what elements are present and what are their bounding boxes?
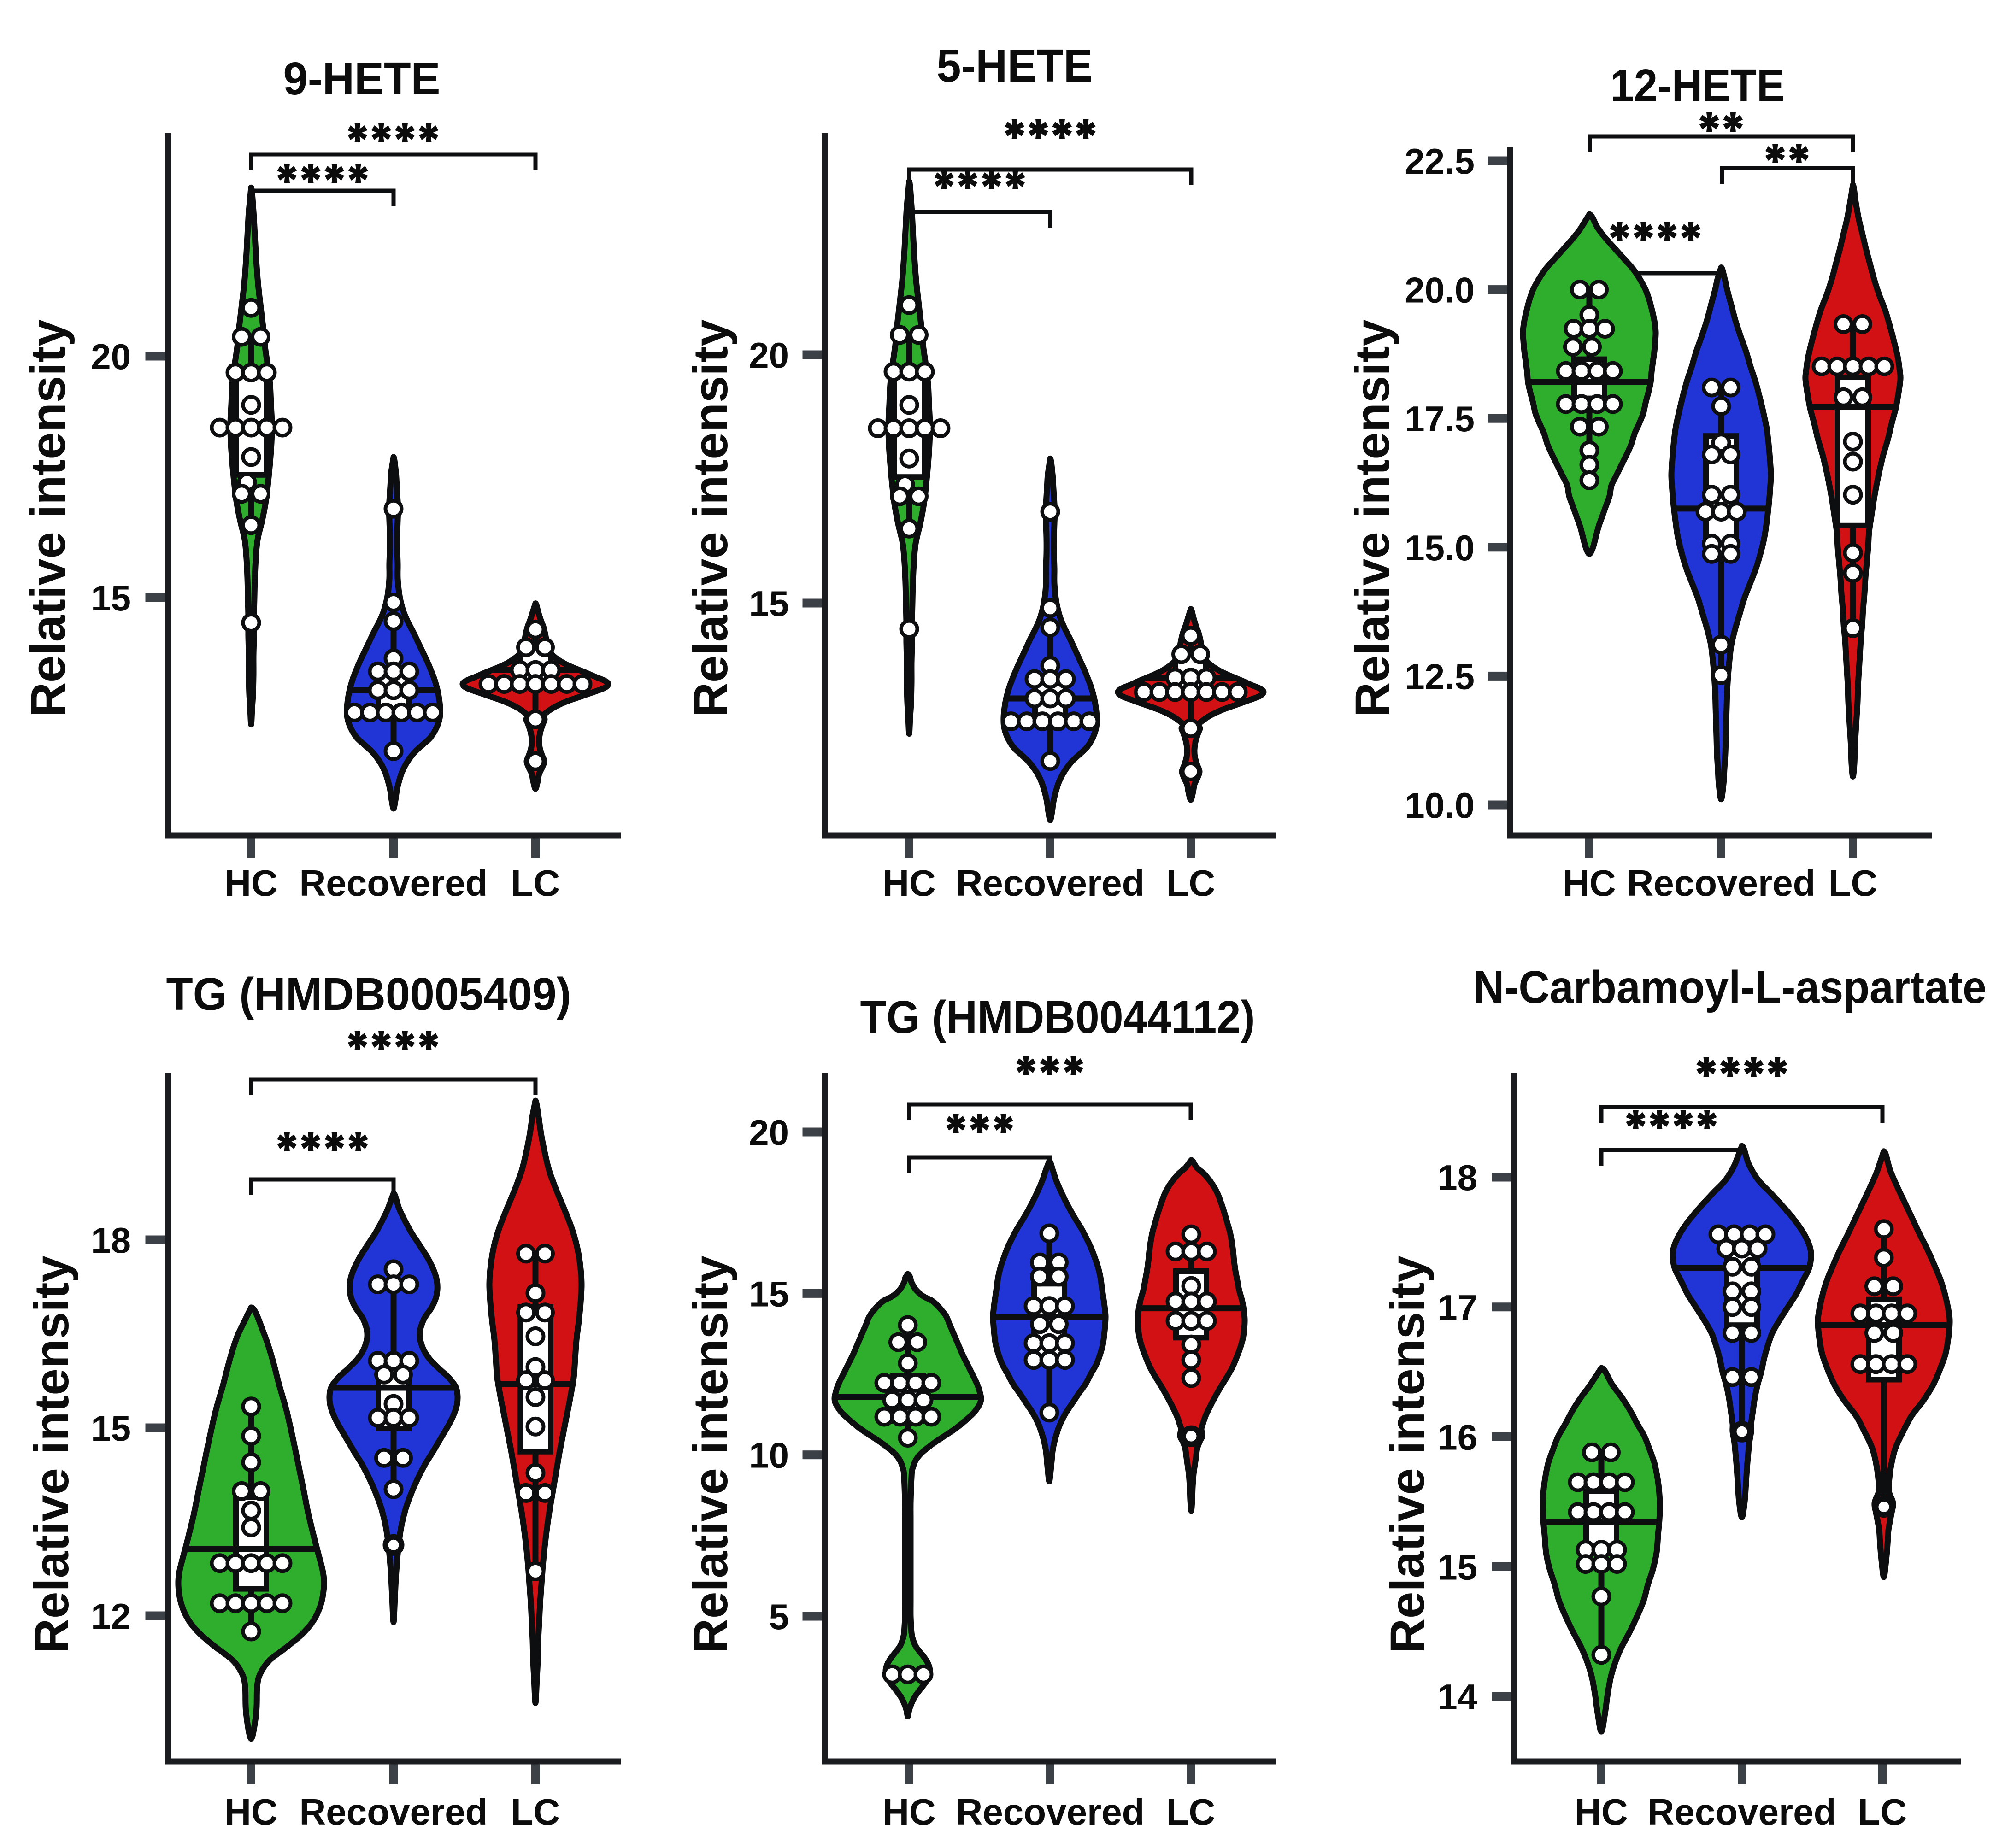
svg-text:5-HETE: 5-HETE	[937, 40, 1093, 92]
svg-text:LC: LC	[1166, 862, 1216, 903]
svg-text:Relative intensity: Relative intensity	[21, 319, 75, 717]
svg-text:Recovered: Recovered	[1627, 862, 1815, 903]
svg-text:Relative intensity: Relative intensity	[1381, 1255, 1435, 1654]
svg-text:18: 18	[91, 1220, 131, 1261]
svg-text:Recovered: Recovered	[299, 862, 488, 903]
svg-text:Recovered: Recovered	[956, 862, 1144, 903]
svg-text:15: 15	[91, 578, 131, 618]
svg-text:Relative intensity: Relative intensity	[1346, 319, 1399, 717]
svg-text:LC: LC	[1858, 1791, 1907, 1832]
svg-text:LC: LC	[511, 862, 560, 903]
svg-text:20: 20	[749, 335, 789, 375]
svg-text:15: 15	[749, 583, 789, 624]
svg-text:15: 15	[749, 1273, 789, 1314]
svg-text:HC: HC	[224, 1791, 278, 1832]
svg-text:15: 15	[1437, 1547, 1477, 1587]
svg-text:9-HETE: 9-HETE	[283, 53, 441, 105]
svg-text:Relative intensity: Relative intensity	[684, 1255, 738, 1654]
svg-text:5: 5	[769, 1596, 789, 1637]
svg-text:LC: LC	[1166, 1791, 1216, 1832]
svg-text:HC: HC	[1575, 1791, 1628, 1832]
svg-text:22.5: 22.5	[1405, 141, 1475, 182]
svg-text:Relative intensity: Relative intensity	[684, 319, 738, 717]
svg-text:TG (HMDB0005409): TG (HMDB0005409)	[166, 968, 571, 1020]
svg-text:17: 17	[1437, 1287, 1477, 1328]
svg-text:TG (HMDB0044112): TG (HMDB0044112)	[860, 991, 1255, 1043]
svg-text:10.0: 10.0	[1405, 785, 1475, 826]
svg-text:Recovered: Recovered	[299, 1791, 488, 1832]
svg-text:Recovered: Recovered	[956, 1791, 1144, 1832]
svg-text:12-HETE: 12-HETE	[1611, 60, 1785, 111]
svg-text:HC: HC	[882, 1791, 936, 1832]
svg-text:20: 20	[91, 336, 131, 377]
svg-text:20: 20	[749, 1112, 789, 1153]
svg-text:18: 18	[1437, 1157, 1477, 1198]
svg-text:N-Carbamoyl-L-aspartate: N-Carbamoyl-L-aspartate	[1473, 962, 1987, 1013]
svg-text:17.5: 17.5	[1405, 399, 1475, 439]
svg-text:Recovered: Recovered	[1647, 1791, 1836, 1832]
svg-text:LC: LC	[511, 1791, 560, 1832]
svg-text:20.0: 20.0	[1405, 270, 1475, 311]
svg-text:15.0: 15.0	[1405, 528, 1475, 568]
svg-text:14: 14	[1437, 1677, 1477, 1717]
svg-text:HC: HC	[224, 862, 278, 903]
svg-text:10: 10	[749, 1435, 789, 1476]
svg-text:15: 15	[91, 1408, 131, 1449]
svg-text:HC: HC	[1563, 862, 1616, 903]
svg-text:HC: HC	[882, 862, 936, 903]
svg-text:16: 16	[1437, 1417, 1477, 1458]
svg-text:LC: LC	[1829, 862, 1878, 903]
svg-text:12.5: 12.5	[1405, 656, 1475, 697]
svg-text:Relative intensity: Relative intensity	[25, 1255, 79, 1654]
svg-text:12: 12	[91, 1596, 131, 1637]
